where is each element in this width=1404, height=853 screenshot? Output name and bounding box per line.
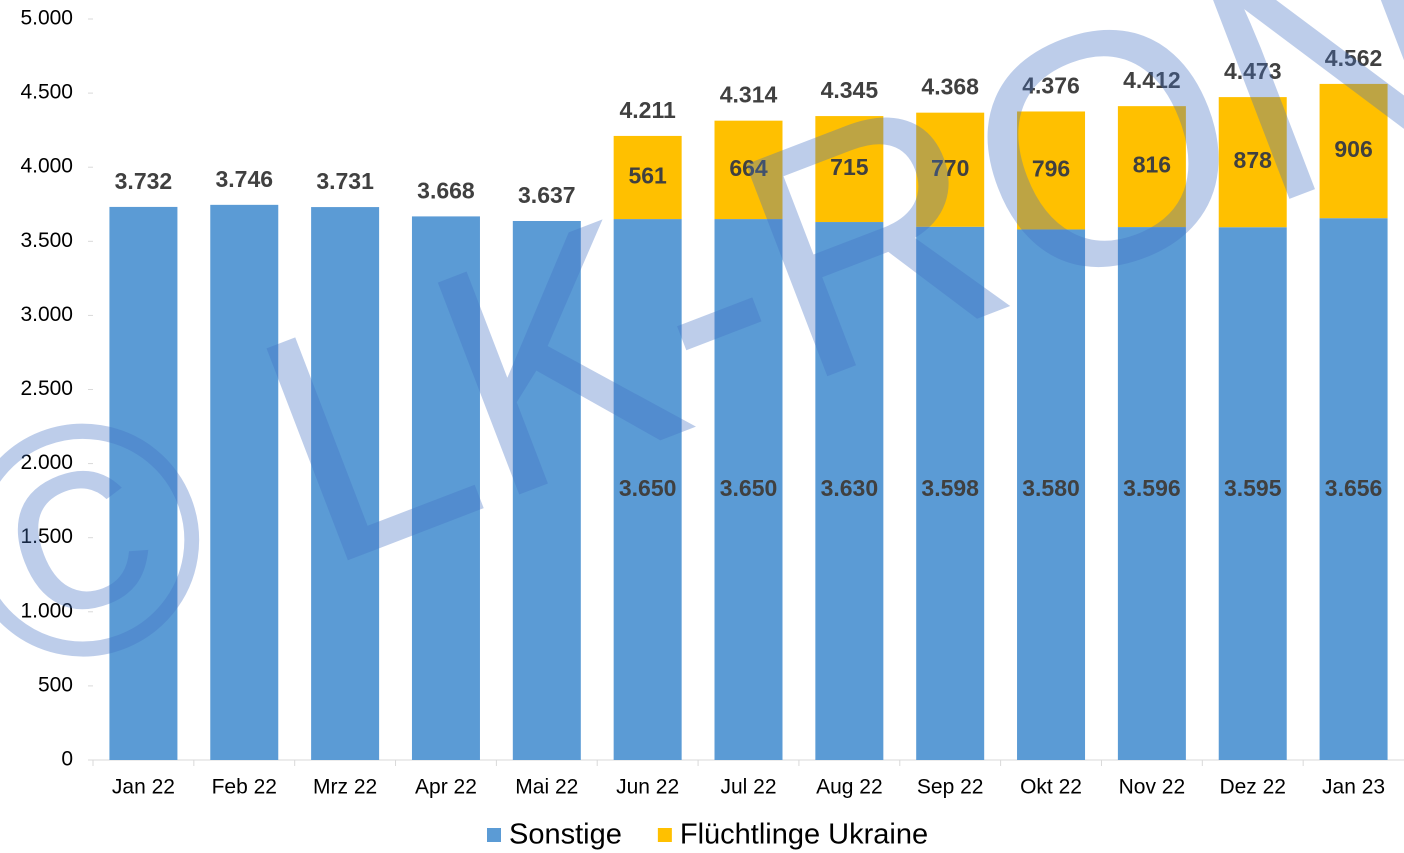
segment-label: 3.650 [619, 475, 677, 501]
total-label: 3.637 [518, 182, 576, 208]
x-tick-label: Apr 22 [415, 776, 477, 799]
x-tick-label: Jul 22 [720, 776, 776, 799]
bar-segment [1319, 83, 1388, 219]
x-tick-label: Jan 22 [112, 776, 175, 799]
bar-segment [311, 207, 380, 760]
legend-label: Flüchtlinge Ukraine [680, 819, 928, 851]
bar-segment [613, 219, 682, 760]
y-tick-label: 0 [61, 748, 73, 771]
segment-label: 3.656 [1325, 475, 1383, 501]
bar-segment [411, 216, 480, 760]
segment-label: 796 [1032, 156, 1070, 182]
total-label: 3.668 [417, 177, 475, 203]
total-label: 3.731 [316, 168, 374, 194]
total-label: 4.345 [821, 77, 879, 103]
legend-swatch [657, 828, 672, 842]
y-tick-label: 500 [38, 673, 73, 696]
total-label: 4.314 [720, 82, 778, 108]
x-tick-label: Mai 22 [515, 776, 578, 799]
segment-label: 3.580 [1022, 475, 1080, 501]
y-tick-label: 4.000 [20, 155, 73, 178]
bar-segment [109, 206, 178, 760]
bar-segment [1218, 97, 1287, 228]
bar-segment [1117, 106, 1186, 228]
y-tick-label: 2.000 [20, 451, 73, 474]
segment-label: 561 [628, 163, 667, 189]
total-label: 4.412 [1123, 67, 1181, 93]
x-tick-label: Nov 22 [1119, 776, 1186, 799]
bar-segment [916, 112, 985, 227]
legend-swatch [487, 828, 501, 842]
bar-segment [815, 116, 884, 223]
total-label: 4.562 [1325, 45, 1383, 71]
total-label: 4.473 [1224, 58, 1282, 84]
bar-segment [1218, 227, 1287, 760]
legend-label: Sonstige [509, 819, 622, 851]
segment-label: 715 [830, 154, 869, 180]
segment-label: 816 [1133, 152, 1171, 178]
segment-label: 3.596 [1123, 475, 1181, 501]
bar-segment [1319, 218, 1388, 761]
x-tick-label: Sep 22 [917, 776, 984, 799]
x-tick-label: Mrz 22 [313, 776, 377, 799]
x-tick-label: Okt 22 [1020, 776, 1082, 799]
bar-segment [815, 222, 884, 760]
x-tick-label: Jan 23 [1322, 776, 1385, 799]
bar-segment [1017, 229, 1086, 761]
bar-segment [1117, 227, 1186, 760]
y-tick-label: 2.500 [20, 377, 73, 400]
y-tick-label: 3.000 [20, 303, 73, 326]
x-tick-label: Jun 22 [616, 776, 679, 799]
segment-label: 3.650 [720, 475, 778, 501]
watermark: © LK-RON [0, 0, 1404, 755]
bar-segment [714, 219, 783, 760]
x-tick-label: Dez 22 [1219, 776, 1286, 799]
x-tick-label: Feb 22 [212, 776, 277, 799]
bar-segment [714, 120, 783, 220]
total-label: 3.732 [115, 168, 173, 194]
segment-label: 878 [1234, 147, 1273, 173]
y-tick-label: 3.500 [20, 229, 73, 252]
x-tick-label: Aug 22 [816, 776, 883, 799]
segment-label: 3.630 [821, 475, 879, 501]
total-label: 4.211 [620, 97, 676, 123]
segment-label: 664 [729, 155, 768, 181]
y-tick-label: 4.500 [20, 81, 73, 104]
y-tick-label: 1.500 [20, 525, 73, 548]
total-label: 3.746 [215, 166, 273, 192]
segment-label: 3.595 [1224, 475, 1282, 501]
segment-label: 770 [931, 155, 969, 181]
segment-label: 906 [1334, 136, 1372, 162]
segment-label: 3.598 [921, 475, 979, 501]
total-label: 4.376 [1022, 73, 1080, 99]
bar-segment [916, 226, 985, 761]
y-tick-label: 5.000 [20, 7, 73, 30]
bar-segment [613, 135, 682, 220]
bar-segment [1017, 111, 1086, 230]
y-tick-label: 1.000 [20, 599, 73, 622]
bar-segment [210, 204, 279, 761]
total-label: 4.368 [921, 74, 979, 100]
bar-segment [512, 220, 581, 761]
